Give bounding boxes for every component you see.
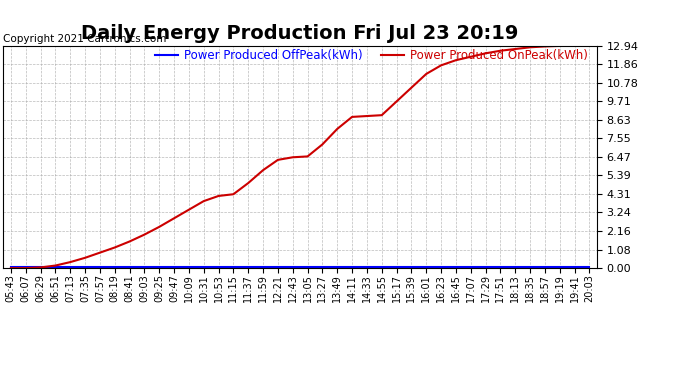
Power Produced OffPeak(kWh) [571, 265, 579, 270]
Power Produced OnPeak(kWh) [140, 232, 148, 237]
Line: Power Produced OnPeak(kWh): Power Produced OnPeak(kWh) [11, 46, 589, 268]
Power Produced OnPeak(kWh) [318, 142, 326, 147]
Text: Copyright 2021 Cartronics.com: Copyright 2021 Cartronics.com [3, 33, 167, 44]
Power Produced OffPeak(kWh) [140, 265, 148, 270]
Power Produced OffPeak(kWh) [185, 265, 193, 270]
Power Produced OffPeak(kWh) [126, 265, 134, 270]
Power Produced OffPeak(kWh) [259, 265, 267, 270]
Power Produced OnPeak(kWh) [244, 181, 253, 185]
Power Produced OnPeak(kWh) [199, 199, 208, 203]
Power Produced OnPeak(kWh) [66, 260, 75, 264]
Power Produced OnPeak(kWh) [407, 86, 415, 90]
Power Produced OnPeak(kWh) [585, 44, 593, 48]
Power Produced OffPeak(kWh) [51, 265, 59, 270]
Power Produced OnPeak(kWh) [185, 207, 193, 212]
Power Produced OnPeak(kWh) [393, 99, 401, 104]
Power Produced OnPeak(kWh) [333, 127, 342, 131]
Power Produced OnPeak(kWh) [21, 266, 30, 270]
Power Produced OffPeak(kWh) [244, 265, 253, 270]
Power Produced OnPeak(kWh) [7, 266, 15, 270]
Power Produced OnPeak(kWh) [452, 58, 460, 62]
Power Produced OffPeak(kWh) [555, 265, 564, 270]
Power Produced OnPeak(kWh) [215, 194, 223, 198]
Power Produced OnPeak(kWh) [304, 154, 312, 159]
Power Produced OffPeak(kWh) [96, 265, 104, 270]
Power Produced OnPeak(kWh) [437, 63, 445, 68]
Power Produced OnPeak(kWh) [110, 245, 119, 250]
Power Produced OnPeak(kWh) [51, 263, 59, 268]
Power Produced OnPeak(kWh) [422, 72, 431, 76]
Power Produced OnPeak(kWh) [229, 192, 237, 196]
Power Produced OnPeak(kWh) [541, 44, 549, 49]
Power Produced OffPeak(kWh) [393, 265, 401, 270]
Power Produced OffPeak(kWh) [304, 265, 312, 270]
Power Produced OffPeak(kWh) [21, 265, 30, 270]
Legend: Power Produced OffPeak(kWh), Power Produced OnPeak(kWh): Power Produced OffPeak(kWh), Power Produ… [155, 50, 588, 62]
Power Produced OnPeak(kWh) [526, 45, 534, 50]
Power Produced OffPeak(kWh) [585, 265, 593, 270]
Power Produced OffPeak(kWh) [466, 265, 475, 270]
Power Produced OffPeak(kWh) [66, 265, 75, 270]
Power Produced OnPeak(kWh) [363, 114, 371, 118]
Power Produced OnPeak(kWh) [155, 225, 164, 229]
Power Produced OffPeak(kWh) [274, 265, 282, 270]
Power Produced OnPeak(kWh) [81, 256, 89, 260]
Power Produced OnPeak(kWh) [482, 51, 490, 56]
Power Produced OnPeak(kWh) [377, 113, 386, 117]
Power Produced OffPeak(kWh) [377, 265, 386, 270]
Power Produced OffPeak(kWh) [318, 265, 326, 270]
Power Produced OffPeak(kWh) [81, 265, 89, 270]
Power Produced OffPeak(kWh) [541, 265, 549, 270]
Power Produced OnPeak(kWh) [571, 44, 579, 48]
Power Produced OffPeak(kWh) [422, 265, 431, 270]
Power Produced OffPeak(kWh) [452, 265, 460, 270]
Power Produced OnPeak(kWh) [348, 115, 356, 119]
Power Produced OffPeak(kWh) [482, 265, 490, 270]
Power Produced OnPeak(kWh) [96, 251, 104, 255]
Power Produced OffPeak(kWh) [110, 265, 119, 270]
Power Produced OnPeak(kWh) [466, 54, 475, 59]
Power Produced OffPeak(kWh) [496, 265, 504, 270]
Power Produced OnPeak(kWh) [126, 239, 134, 244]
Power Produced OffPeak(kWh) [215, 265, 223, 270]
Power Produced OffPeak(kWh) [7, 265, 15, 270]
Power Produced OnPeak(kWh) [288, 155, 297, 159]
Power Produced OffPeak(kWh) [155, 265, 164, 270]
Power Produced OffPeak(kWh) [348, 265, 356, 270]
Power Produced OffPeak(kWh) [333, 265, 342, 270]
Power Produced OffPeak(kWh) [363, 265, 371, 270]
Power Produced OffPeak(kWh) [437, 265, 445, 270]
Power Produced OffPeak(kWh) [288, 265, 297, 270]
Power Produced OnPeak(kWh) [170, 216, 178, 220]
Power Produced OffPeak(kWh) [37, 265, 45, 270]
Power Produced OffPeak(kWh) [407, 265, 415, 270]
Power Produced OnPeak(kWh) [259, 168, 267, 172]
Power Produced OnPeak(kWh) [274, 158, 282, 162]
Power Produced OffPeak(kWh) [526, 265, 534, 270]
Power Produced OffPeak(kWh) [199, 265, 208, 270]
Power Produced OffPeak(kWh) [511, 265, 520, 270]
Power Produced OffPeak(kWh) [170, 265, 178, 270]
Power Produced OnPeak(kWh) [555, 44, 564, 48]
Power Produced OffPeak(kWh) [229, 265, 237, 270]
Power Produced OnPeak(kWh) [37, 265, 45, 270]
Power Produced OnPeak(kWh) [496, 48, 504, 53]
Power Produced OnPeak(kWh) [511, 47, 520, 51]
Title: Daily Energy Production Fri Jul 23 20:19: Daily Energy Production Fri Jul 23 20:19 [81, 24, 519, 43]
